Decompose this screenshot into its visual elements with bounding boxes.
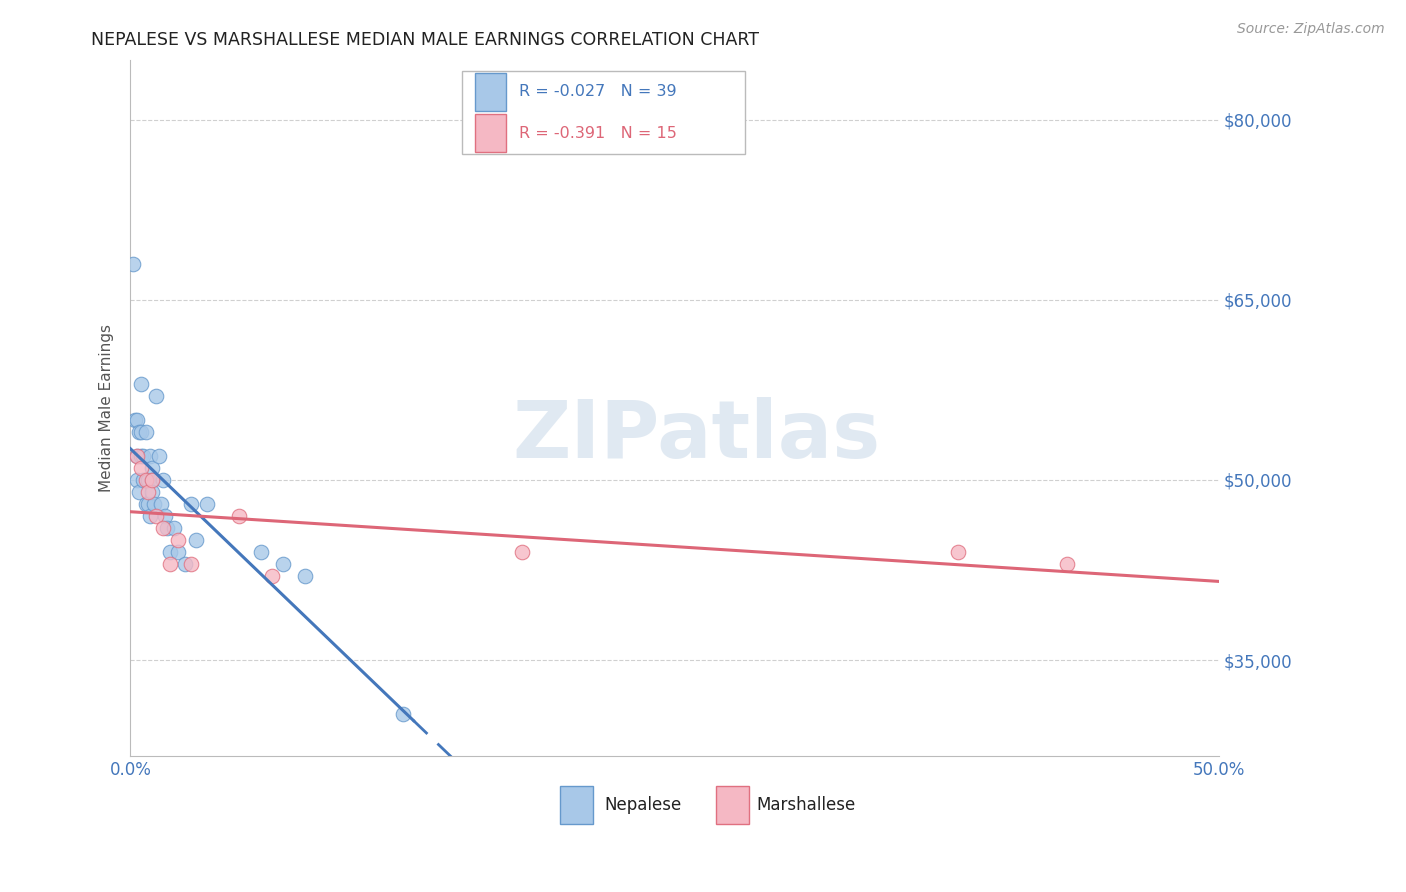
Point: [250, 545, 273, 559]
Point: [184, 533, 207, 547]
Point: [124, 413, 146, 427]
Point: [125, 473, 148, 487]
Point: [152, 521, 174, 535]
Point: [129, 461, 152, 475]
Point: [141, 485, 163, 500]
Point: [129, 449, 152, 463]
Point: [143, 497, 166, 511]
Point: [156, 521, 179, 535]
Point: [391, 707, 413, 722]
Point: [141, 461, 163, 475]
Text: ZIPatlas: ZIPatlas: [512, 397, 880, 475]
Point: [148, 449, 170, 463]
Point: [141, 473, 163, 487]
Point: [149, 497, 172, 511]
Point: [139, 508, 162, 523]
Point: [129, 425, 152, 439]
Point: [180, 557, 202, 571]
FancyBboxPatch shape: [561, 786, 593, 824]
Point: [153, 508, 176, 523]
Point: [195, 497, 218, 511]
Text: NEPALESE VS MARSHALLESE MEDIAN MALE EARNINGS CORRELATION CHART: NEPALESE VS MARSHALLESE MEDIAN MALE EARN…: [91, 31, 759, 49]
Point: [173, 557, 195, 571]
Point: [167, 545, 190, 559]
Point: [136, 473, 159, 487]
Point: [152, 473, 174, 487]
Point: [510, 545, 533, 559]
Point: [167, 533, 190, 547]
Point: [132, 449, 155, 463]
FancyBboxPatch shape: [463, 71, 745, 153]
Point: [135, 497, 157, 511]
Point: [121, 257, 143, 271]
FancyBboxPatch shape: [475, 114, 506, 153]
Text: Nepalese: Nepalese: [605, 796, 681, 814]
Point: [128, 425, 150, 439]
Point: [135, 473, 157, 487]
Point: [125, 413, 148, 427]
Text: R = -0.391   N = 15: R = -0.391 N = 15: [519, 126, 676, 141]
Point: [163, 521, 186, 535]
Point: [135, 425, 157, 439]
Point: [132, 473, 155, 487]
Point: [141, 473, 163, 487]
Point: [125, 449, 148, 463]
Point: [260, 569, 283, 583]
Point: [159, 557, 181, 571]
Point: [136, 485, 159, 500]
Text: R = -0.027   N = 39: R = -0.027 N = 39: [519, 85, 676, 100]
Point: [145, 389, 167, 403]
Y-axis label: Median Male Earnings: Median Male Earnings: [100, 324, 114, 491]
Point: [946, 545, 969, 559]
Point: [136, 497, 159, 511]
Point: [145, 508, 167, 523]
Point: [139, 449, 162, 463]
Point: [125, 449, 148, 463]
Point: [294, 569, 316, 583]
Point: [180, 497, 202, 511]
Text: Source: ZipAtlas.com: Source: ZipAtlas.com: [1237, 22, 1385, 37]
FancyBboxPatch shape: [716, 786, 749, 824]
Point: [128, 485, 150, 500]
Point: [159, 545, 181, 559]
Point: [129, 376, 152, 391]
Point: [271, 557, 294, 571]
FancyBboxPatch shape: [475, 73, 506, 112]
Point: [228, 508, 250, 523]
Text: Marshallese: Marshallese: [756, 796, 856, 814]
Point: [1056, 557, 1078, 571]
